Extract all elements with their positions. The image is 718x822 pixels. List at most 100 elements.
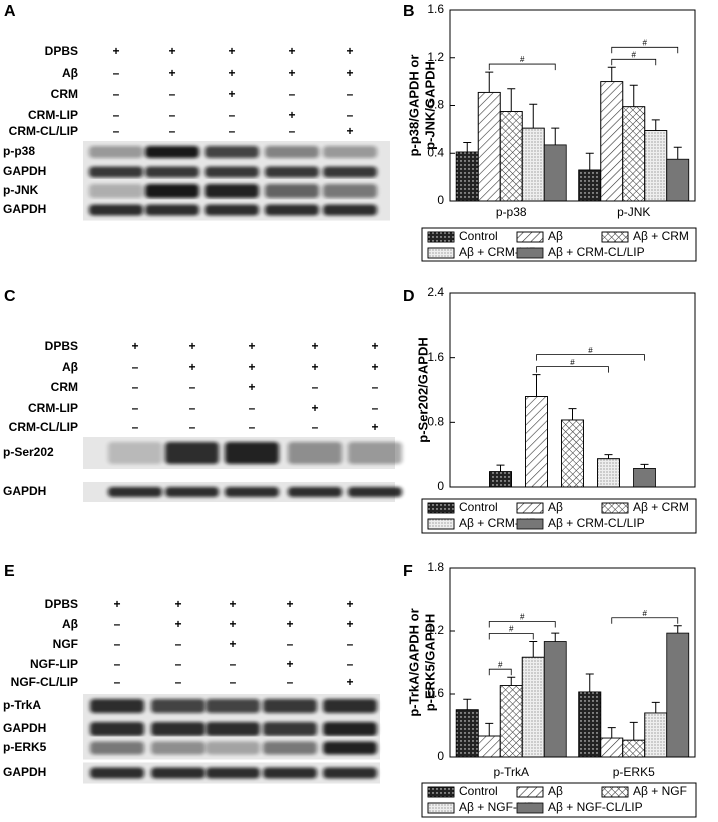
condition-sign: + [288,108,295,122]
condition-label: CRM [51,87,78,101]
blot-band [263,767,317,779]
legend-swatch [516,518,544,530]
condition-sign: – [312,380,319,394]
x-tick-label: p-ERK5 [613,765,655,779]
condition-sign: + [371,420,378,434]
significance-bracket [611,617,679,624]
blot-band [145,146,199,158]
blot-band [265,146,319,158]
legend-label: Aβ [548,784,563,798]
y-tick-label: 0.4 [427,145,444,159]
condition-sign: – [347,87,354,101]
blot-band [206,722,260,736]
blot-band [165,487,219,497]
condition-label: DPBS [45,44,78,58]
condition-sign: – [347,108,354,122]
condition-sign: – [189,401,196,415]
blot-band [323,146,377,158]
condition-sign: + [188,339,195,353]
condition-sign: – [287,675,294,689]
condition-label: DPBS [45,339,78,353]
y-tick-label: 2.4 [427,285,444,299]
error-bar [551,127,560,145]
condition-label: CRM-CL/LIP [9,420,78,434]
blot-band [205,184,259,198]
panel-letter: D [403,288,415,305]
condition-sign: + [229,597,236,611]
y-tick-label: 1.2 [427,623,444,637]
significance-bracket [536,354,645,361]
condition-label: Aβ [62,360,78,374]
legend-swatch [516,247,544,259]
error-bar [629,84,638,107]
legend-swatch-pattern [427,802,455,814]
legend-box [421,227,697,262]
blot-band [90,741,144,755]
condition-sign: + [228,66,235,80]
bar-pattern [525,396,548,488]
error-bar [607,66,616,82]
blot-band [265,166,319,178]
significance-label: # [588,346,593,355]
blot-band [90,722,144,736]
significance-label: # [509,625,514,634]
error-bar [485,722,494,736]
condition-label: NGF-CL/LIP [11,675,78,689]
blot-band [348,442,402,464]
bar-pattern [622,739,646,758]
blot-band [206,767,260,779]
significance-label: # [520,55,525,64]
band-label: p-JNK [3,183,39,197]
panel-letter: A [4,3,16,20]
error-bar [607,727,616,739]
bar-pattern [499,685,523,758]
bar-pattern [455,151,479,202]
condition-sign: + [346,597,353,611]
blot-band [90,699,144,713]
condition-sign: – [132,420,139,434]
error-bar [529,103,538,129]
y-axis-label: p-TrkA/GAPDH or [406,608,421,716]
condition-sign: + [346,124,353,138]
condition-sign: + [229,637,236,651]
condition-label: NGF [53,637,78,651]
error-bar [673,625,682,634]
blot-band [151,741,205,755]
panel-letter: C [4,288,16,305]
bar-pattern [561,419,584,488]
bar-pattern [477,735,501,758]
error-bar [529,641,538,658]
condition-sign: + [229,617,236,631]
condition-sign: + [174,597,181,611]
blot-band [348,487,402,497]
y-tick-label: 0 [437,193,444,207]
condition-sign: + [311,360,318,374]
legend-swatch-pattern [516,502,544,514]
condition-sign: + [346,66,353,80]
condition-sign: – [114,637,121,651]
condition-sign: + [288,66,295,80]
legend-box [421,782,697,818]
condition-sign: – [114,657,121,671]
condition-sign: – [169,108,176,122]
condition-sign: – [249,401,256,415]
band-label: GAPDH [3,765,46,779]
bar [666,158,690,202]
condition-sign: + [286,657,293,671]
bar-pattern [644,712,668,758]
y-tick-label: 0 [437,479,444,493]
blot-band [145,166,199,178]
bar [543,641,567,758]
y-axis-label: p-JNK/GAPDH [422,61,437,150]
y-tick-label: 0.8 [427,415,444,429]
significance-label: # [643,609,648,618]
condition-sign: – [169,124,176,138]
blot-band [145,204,199,216]
condition-sign: – [114,617,121,631]
significance-bracket [488,633,534,640]
condition-label: Aβ [62,617,78,631]
condition-sign: – [114,675,121,689]
blot-band [108,442,162,464]
bar-pattern [600,81,624,202]
blot-band [265,184,319,198]
